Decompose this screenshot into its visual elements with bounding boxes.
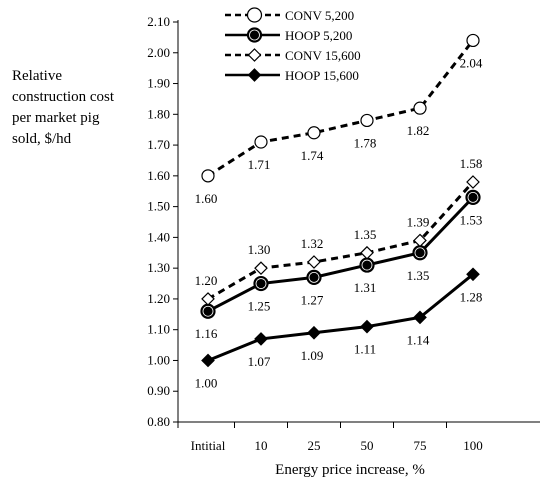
data-point-conv-5-200 xyxy=(413,101,427,115)
x-axis-label: Energy price increase, % xyxy=(275,462,425,478)
data-label-conv-15-600: 1.20 xyxy=(195,273,218,288)
x-tick-label: 25 xyxy=(308,438,321,453)
x-tick-label: 75 xyxy=(414,438,427,453)
data-label-hoop-5-200: 1.27 xyxy=(301,292,324,307)
y-tick-label: 2.00 xyxy=(147,45,170,60)
series-line-conv-5-200 xyxy=(207,39,475,178)
data-label-hoop-5-200: 1.16 xyxy=(195,326,218,341)
data-label-conv-5-200: 1.78 xyxy=(354,135,377,150)
y-tick-label: 1.90 xyxy=(147,76,170,91)
data-point-hoop-5-200-ring xyxy=(255,278,267,289)
y-tick-label: 1.00 xyxy=(147,352,170,367)
data-point-hoop-15-600 xyxy=(254,332,268,346)
y-tick-label: 2.10 xyxy=(147,14,170,29)
data-label-hoop-15-600: 1.07 xyxy=(248,354,271,369)
data-label-conv-15-600: 1.35 xyxy=(354,227,377,242)
data-label-hoop-15-600: 1.09 xyxy=(301,348,324,363)
data-point-conv-5-200 xyxy=(201,169,215,183)
y-tick-label: 1.40 xyxy=(147,229,170,244)
data-point-hoop-15-600 xyxy=(201,353,215,368)
data-point-conv-5-200 xyxy=(360,113,374,128)
data-point-conv-15-600 xyxy=(360,245,374,260)
data-label-hoop-5-200: 1.25 xyxy=(248,299,271,314)
y-tick-label: 1.60 xyxy=(147,168,170,183)
series-line-hoop-15-600 xyxy=(207,273,474,362)
y-tick-label: 1.30 xyxy=(147,260,170,275)
legend-label-hoop-5-200: HOOP 5,200 xyxy=(285,28,352,43)
data-point-conv-15-600 xyxy=(307,255,321,269)
legend-marker-hoop-5-200-ring xyxy=(249,29,260,41)
x-tick-label: 50 xyxy=(361,438,374,453)
data-point-conv-5-200 xyxy=(307,126,321,140)
data-label-hoop-15-600: 1.11 xyxy=(354,342,376,357)
data-label-conv-15-600: 1.58 xyxy=(460,156,483,171)
data-label-conv-5-200: 1.74 xyxy=(301,148,324,163)
data-label-conv-15-600: 1.32 xyxy=(301,236,324,251)
data-label-conv-5-200: 1.60 xyxy=(195,191,218,206)
x-tick-label: Intitial xyxy=(191,438,226,453)
y-tick-label: 0.90 xyxy=(147,383,170,398)
data-point-hoop-15-600 xyxy=(307,325,321,340)
data-point-hoop-5-200-ring xyxy=(202,305,214,317)
data-label-conv-5-200: 2.04 xyxy=(460,55,483,70)
data-point-hoop-15-600 xyxy=(360,319,374,334)
legend-marker-hoop-15-600 xyxy=(247,68,262,82)
data-label-hoop-15-600: 1.14 xyxy=(407,332,430,347)
series-line-conv-15-600 xyxy=(207,180,475,301)
data-point-conv-15-600 xyxy=(201,292,215,306)
y-tick-label: 1.80 xyxy=(147,106,170,121)
data-point-hoop-5-200-ring xyxy=(414,247,426,259)
data-label-hoop-5-200: 1.53 xyxy=(460,212,483,227)
data-point-conv-5-200 xyxy=(254,135,268,149)
series-line-hoop-5-200 xyxy=(207,196,475,313)
data-label-hoop-5-200: 1.35 xyxy=(407,268,430,283)
data-point-hoop-5-200-ring xyxy=(308,271,320,283)
data-point-hoop-15-600 xyxy=(466,267,480,282)
legend-marker-conv-15-600 xyxy=(247,48,262,62)
data-point-conv-15-600 xyxy=(413,233,427,248)
data-label-hoop-15-600: 1.28 xyxy=(460,289,483,304)
data-label-conv-5-200: 1.82 xyxy=(407,123,430,138)
legend-marker-conv-5-200 xyxy=(246,7,263,23)
legend-label-conv-15-600: CONV 15,600 xyxy=(285,48,361,63)
legend-label-hoop-15-600: HOOP 15,600 xyxy=(285,68,359,83)
data-label-conv-15-600: 1.39 xyxy=(407,214,430,229)
data-label-conv-15-600: 1.30 xyxy=(248,242,271,257)
data-point-hoop-5-200-ring xyxy=(361,259,373,271)
data-label-conv-5-200: 1.71 xyxy=(248,157,271,172)
legend-label-conv-5-200: CONV 5,200 xyxy=(285,8,354,23)
data-label-hoop-15-600: 1.00 xyxy=(195,375,218,390)
y-tick-label: 1.50 xyxy=(147,199,170,214)
data-point-hoop-5-200-ring xyxy=(467,191,479,203)
y-tick-label: 1.70 xyxy=(147,137,170,152)
data-point-hoop-15-600 xyxy=(413,310,427,325)
data-point-conv-5-200 xyxy=(466,33,480,48)
data-point-conv-15-600 xyxy=(254,261,268,276)
y-axis-label: Relative construction cost per market pi… xyxy=(12,68,115,147)
x-tick-label: 10 xyxy=(255,438,268,453)
data-point-conv-15-600 xyxy=(466,175,480,189)
y-tick-label: 1.10 xyxy=(147,322,170,337)
x-tick-label: 100 xyxy=(463,438,483,453)
y-tick-label: 1.20 xyxy=(147,291,170,306)
data-label-hoop-5-200: 1.31 xyxy=(354,280,377,295)
y-tick-label: 0.80 xyxy=(147,414,170,429)
